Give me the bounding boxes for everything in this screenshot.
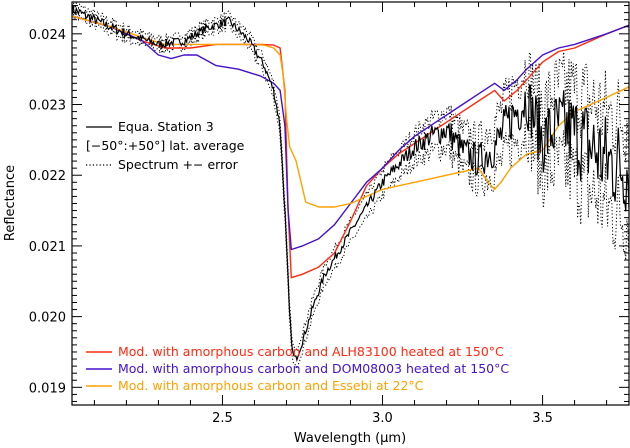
y-axis-title: Reflectance <box>3 165 18 241</box>
x-tick-label: 2.5 <box>212 411 233 426</box>
series-layer <box>72 2 629 371</box>
x-tick-label: 3.5 <box>532 411 553 426</box>
y-tick-label: 0.024 <box>29 28 66 43</box>
y-tick-label: 0.023 <box>29 99 66 114</box>
series-model-3 <box>72 15 629 208</box>
legend-label: Equa. Station 3 <box>118 119 214 134</box>
legend-label: Mod. with amorphous carbon and ALH83100 … <box>118 344 504 359</box>
y-tick-label: 0.020 <box>29 311 66 326</box>
y-tick-label: 0.022 <box>29 169 66 184</box>
legend-label: [−50°:+50°] lat. average <box>86 138 245 153</box>
x-axis-title: Wavelength (μm) <box>294 431 406 446</box>
legend-label: Mod. with amorphous carbon and Essebi at… <box>118 378 424 393</box>
y-tick-label: 0.019 <box>29 381 66 396</box>
legend-label: Mod. with amorphous carbon and DOM08003 … <box>118 361 509 376</box>
ticks-layer: 2.5 3.0 3.5 0.019 0.020 0.021 0.022 0.023 0.024 <box>29 2 629 426</box>
series-error-upper <box>72 2 629 354</box>
series-model-2 <box>72 15 629 251</box>
legend-top-left: Equa. Station 3 [−50°:+50°] lat. average S… <box>86 119 245 172</box>
legend-bottom-left: Mod. with amorphous carbon and ALH83100 … <box>86 344 509 393</box>
y-tick-label: 0.021 <box>29 240 66 255</box>
legend-label: Spectrum +− error <box>118 157 239 172</box>
x-tick-label: 3.0 <box>372 411 393 426</box>
series-observed <box>72 4 629 363</box>
